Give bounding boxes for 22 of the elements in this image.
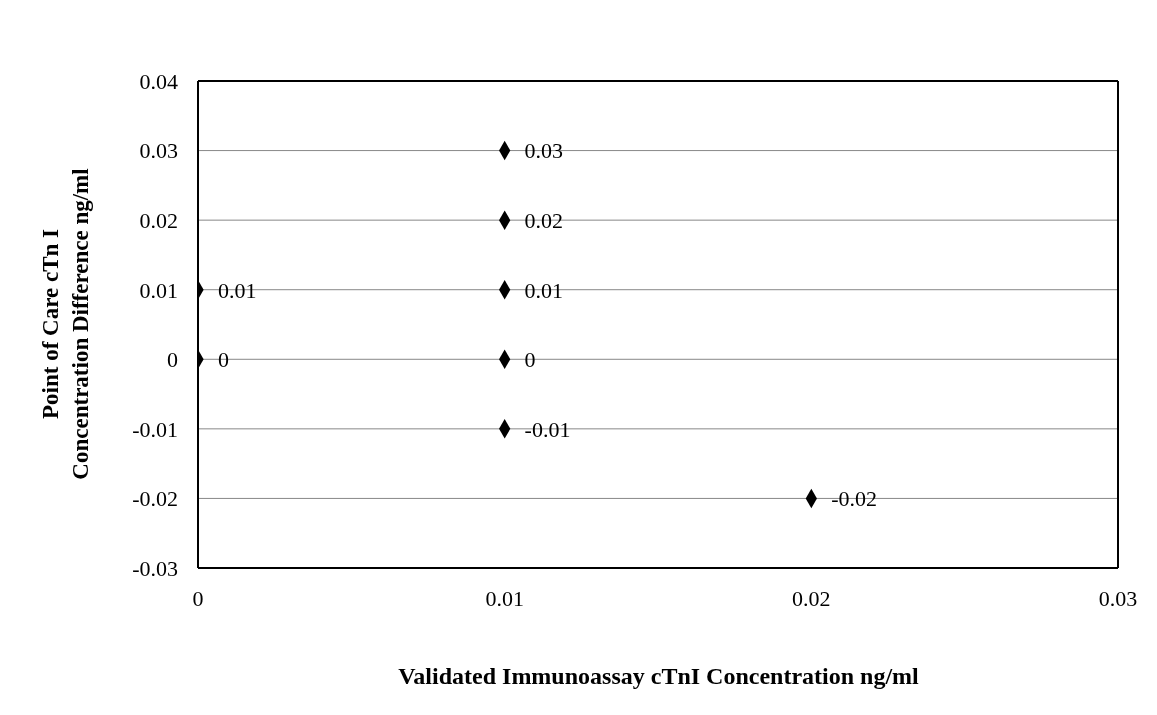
x-axis-title: Validated Immunoassay cTnI Concentration ng/ml [397, 663, 920, 690]
data-label: 0.01 [524, 277, 564, 303]
x-tick-label: 0 [192, 585, 204, 611]
y-tick-label: 0 [167, 347, 178, 373]
y-tick-label: 0.01 [139, 277, 178, 303]
data-label: -0.02 [831, 486, 878, 512]
y-tick-label: -0.03 [132, 555, 178, 581]
x-tick-label: 0.02 [792, 585, 831, 611]
x-tick-label: 0.03 [1098, 585, 1138, 611]
y-tick-label: -0.02 [132, 486, 178, 512]
data-label: 0.01 [217, 277, 257, 303]
x-tick-label: 0.01 [485, 585, 524, 611]
data-label: 0 [524, 347, 536, 373]
data-label: 0.03 [524, 138, 564, 164]
y-tick-label: 0.02 [139, 207, 178, 233]
y-tick-label: 0.03 [139, 138, 178, 164]
y-tick-label: 0.04 [139, 68, 178, 94]
data-label: 0.02 [524, 207, 564, 233]
y-tick-label: -0.01 [132, 416, 178, 442]
data-label: -0.01 [524, 416, 571, 442]
y-axis-title: Point of Care cTn I Concentration Difference ng/ml [38, 168, 93, 480]
data-label: 0 [217, 347, 229, 373]
